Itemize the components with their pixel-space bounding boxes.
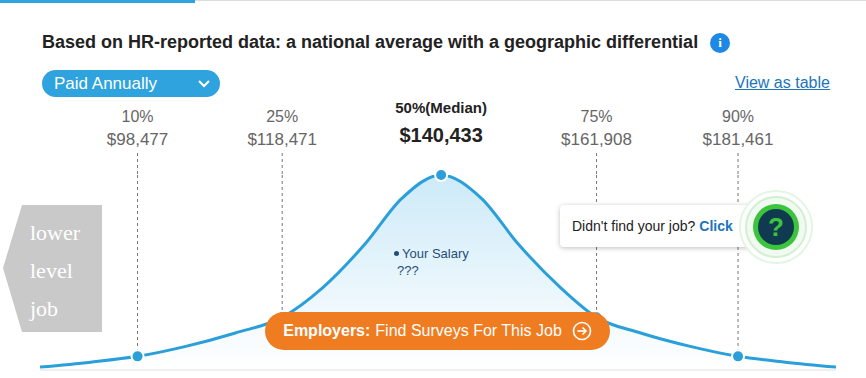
svg-text:level: level (30, 258, 73, 283)
svg-text:25%: 25% (266, 108, 298, 125)
svg-text:$181,461: $181,461 (703, 130, 774, 149)
svg-text:10%: 10% (122, 108, 154, 125)
svg-text:50%(Median): 50%(Median) (395, 99, 487, 116)
html-text:Employers: Find Surveys For Th: Employers: Find Surveys For This Job (283, 322, 562, 339)
svg-text:?: ? (768, 212, 784, 242)
html-text:i: i (718, 34, 722, 50)
html-text:Didn't find your job? Click: Didn't find your job? Click (572, 218, 733, 234)
svg-text:$161,908: $161,908 (561, 130, 632, 149)
html-text:Paid Annually: Paid Annually (54, 73, 157, 93)
svg-text:75%: 75% (581, 108, 613, 125)
html-text:Based on HR-reported data: a n: Based on HR-reported data: a national av… (42, 32, 699, 52)
svg-text:job: job (29, 296, 58, 321)
html-text:View as table: View as table (735, 74, 830, 91)
svg-text:90%: 90% (722, 108, 754, 125)
svg-text:lower: lower (30, 220, 81, 245)
svg-text:$140,433: $140,433 (399, 124, 482, 146)
html-text:Your Salary: Your Salary (402, 246, 469, 261)
svg-text:$118,471: $118,471 (247, 130, 317, 149)
svg-text:$98,477: $98,477 (107, 130, 168, 149)
